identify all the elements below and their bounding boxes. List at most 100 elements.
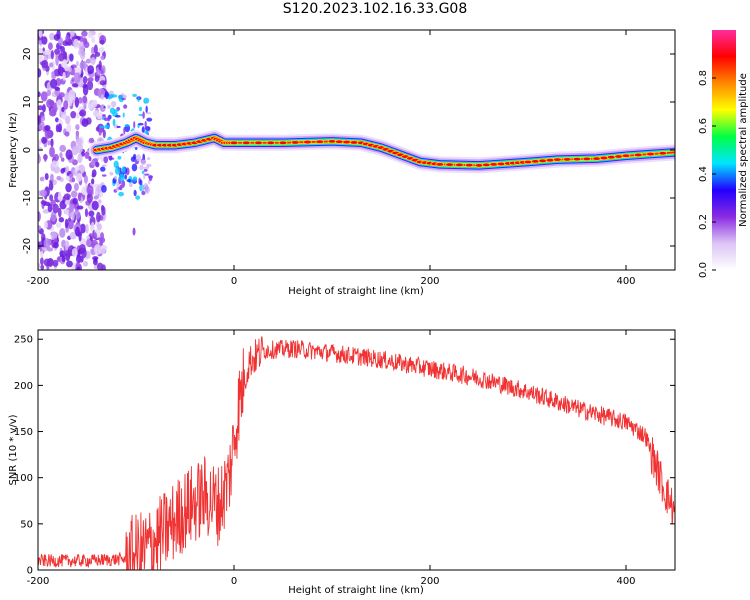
spectrogram-speckle [115, 187, 119, 192]
spectrogram-ridge-bead [241, 140, 251, 145]
spectrogram-x-axis-label: Height of straight line (km) [288, 286, 424, 297]
snr-plot-area [38, 336, 675, 570]
spectrogram-speckle [108, 93, 114, 99]
spectrogram-noise-blob [38, 142, 41, 148]
spectrogram-noise-blob [93, 244, 102, 255]
spectrogram-noise-blob [65, 149, 73, 160]
spectrogram-noise-blob [38, 68, 42, 78]
spectrogram-plot-area [38, 30, 675, 270]
spectrogram-x-tick-label: 200 [420, 276, 439, 287]
snr-y-tick-label: 100 [14, 473, 33, 484]
colorbar-label: Normalized spectral amplitude [738, 73, 749, 227]
spectrogram-speckle [146, 163, 152, 168]
spectrogram-noise-blob [93, 257, 98, 263]
spectrogram-noise-blob [66, 260, 73, 268]
spectrogram-noise-blob [50, 78, 58, 89]
spectrogram-noise-blob [44, 125, 51, 132]
spectrogram-speckle [131, 163, 138, 172]
spectrogram-speckle [100, 93, 105, 100]
colorbar: 0.0 0.2 0.4 0.6 0.8 Normalized spectral ampl… [698, 30, 749, 278]
spectrogram-noise-blob [75, 138, 83, 145]
spectrogram-noise-blob [38, 105, 44, 111]
spectrogram-speckle [138, 106, 142, 112]
spectrogram-noise-blob [93, 232, 98, 240]
spectrogram-speckle [109, 171, 114, 176]
spectrogram-noise-blob [72, 197, 78, 205]
snr-y-tick-label: 150 [14, 427, 33, 438]
spectrogram-noise-blob [49, 62, 54, 68]
spectrogram-noise-blob [53, 153, 60, 162]
spectrogram-noise-blob [83, 41, 90, 49]
spectrogram-noise-blob [52, 102, 58, 113]
spectrogram-noise-blob [51, 71, 55, 77]
spectrogram-noise-blob [100, 244, 107, 255]
spectrogram-noise-blob [93, 44, 98, 55]
spectrogram-ridge-bead [562, 157, 572, 162]
spectrogram-noise-blob [67, 219, 74, 230]
spectrogram-speckle [124, 124, 130, 127]
spectrogram-ridge-bead [530, 159, 540, 164]
spectrogram-speckle [136, 154, 141, 162]
spectrogram-x-ticks: -200 0 200 400 [27, 30, 636, 287]
spectrogram-noise-blob [63, 100, 69, 110]
spectrogram-speckle [100, 166, 106, 172]
spectrogram-noise-blob [40, 200, 48, 205]
spectrogram-speckle [130, 156, 136, 162]
spectrogram-noise-blob [53, 241, 59, 249]
spectrogram-noise-blob [57, 123, 62, 133]
spectrogram-noise-blob [85, 239, 92, 247]
spectrogram-ridge-bead [606, 154, 616, 160]
spectrogram-y-axis-label: Frequency (Hz) [8, 112, 19, 188]
spectrogram-speckle [121, 179, 126, 188]
snr-series-line [38, 336, 675, 570]
spectrogram-noise-blob [52, 259, 59, 267]
spectrogram-noise-blob [43, 258, 51, 267]
spectrogram-noise-blob [91, 100, 98, 108]
spectrogram-speckle [118, 173, 125, 182]
spectrogram-x-tick-label: -200 [27, 276, 50, 287]
spectrogram-noise-blob [52, 179, 57, 186]
spectrogram-x-tick-label: 0 [231, 276, 237, 287]
spectrogram-speckle [103, 155, 109, 164]
spectrogram-speckle [123, 126, 126, 135]
spectrogram-noise-blob [46, 98, 54, 109]
spectrogram-speckle [144, 120, 147, 129]
spectrogram-noise-blob [58, 37, 63, 46]
spectrogram-speckle [121, 166, 126, 174]
spectrogram-noise-blob [99, 104, 106, 113]
spectrogram-ridge-bead [553, 157, 562, 162]
spectrogram-ridge-bead [254, 140, 263, 145]
spectrogram-noise-blob [88, 210, 95, 217]
spectrogram-noise-blob [75, 124, 80, 131]
spectrogram-noise-blob [81, 30, 88, 37]
spectrogram-speckle [113, 109, 119, 112]
spectrogram-ridge-bead [599, 155, 609, 161]
spectrogram-noise-blob [82, 75, 88, 84]
spectrogram-noise-blob [59, 144, 67, 153]
spectrogram-noise-blob [86, 185, 94, 195]
spectrogram-noise-blob [52, 203, 59, 214]
spectrogram-ridge-bead [592, 156, 601, 161]
spectrogram-noise-blob [96, 223, 102, 231]
spectrogram-noise-blob [102, 84, 107, 90]
spectrogram-noise-blob [65, 175, 71, 181]
spectrogram-noise-blob [91, 200, 99, 211]
colorbar-tick-label: 0.0 [698, 262, 709, 278]
spectrogram-noise-blob [90, 57, 96, 65]
spectrogram-noise-blob [91, 36, 96, 44]
spectrogram-noise-blob [56, 30, 61, 40]
spectrogram-noise-blob [38, 262, 41, 269]
spectrogram-y-tick-label: -20 [22, 238, 33, 254]
spectrogram-speckle [110, 100, 117, 108]
spectrogram-noise-blob [74, 226, 81, 237]
spectrogram-noise-blob [38, 115, 42, 125]
spectrogram-noise-blob [61, 106, 65, 113]
snr-y-axis-label: SNR (10 * v/v) [8, 414, 19, 485]
spectrogram-noise-blob [99, 80, 107, 86]
spectrogram-noise-blob [38, 146, 43, 152]
spectrogram-noise-blob [88, 156, 92, 162]
spectrogram-ridge-bead [464, 162, 474, 168]
spectrogram-noise-blob [71, 210, 75, 221]
spectrogram-ridge-bead [538, 158, 548, 163]
